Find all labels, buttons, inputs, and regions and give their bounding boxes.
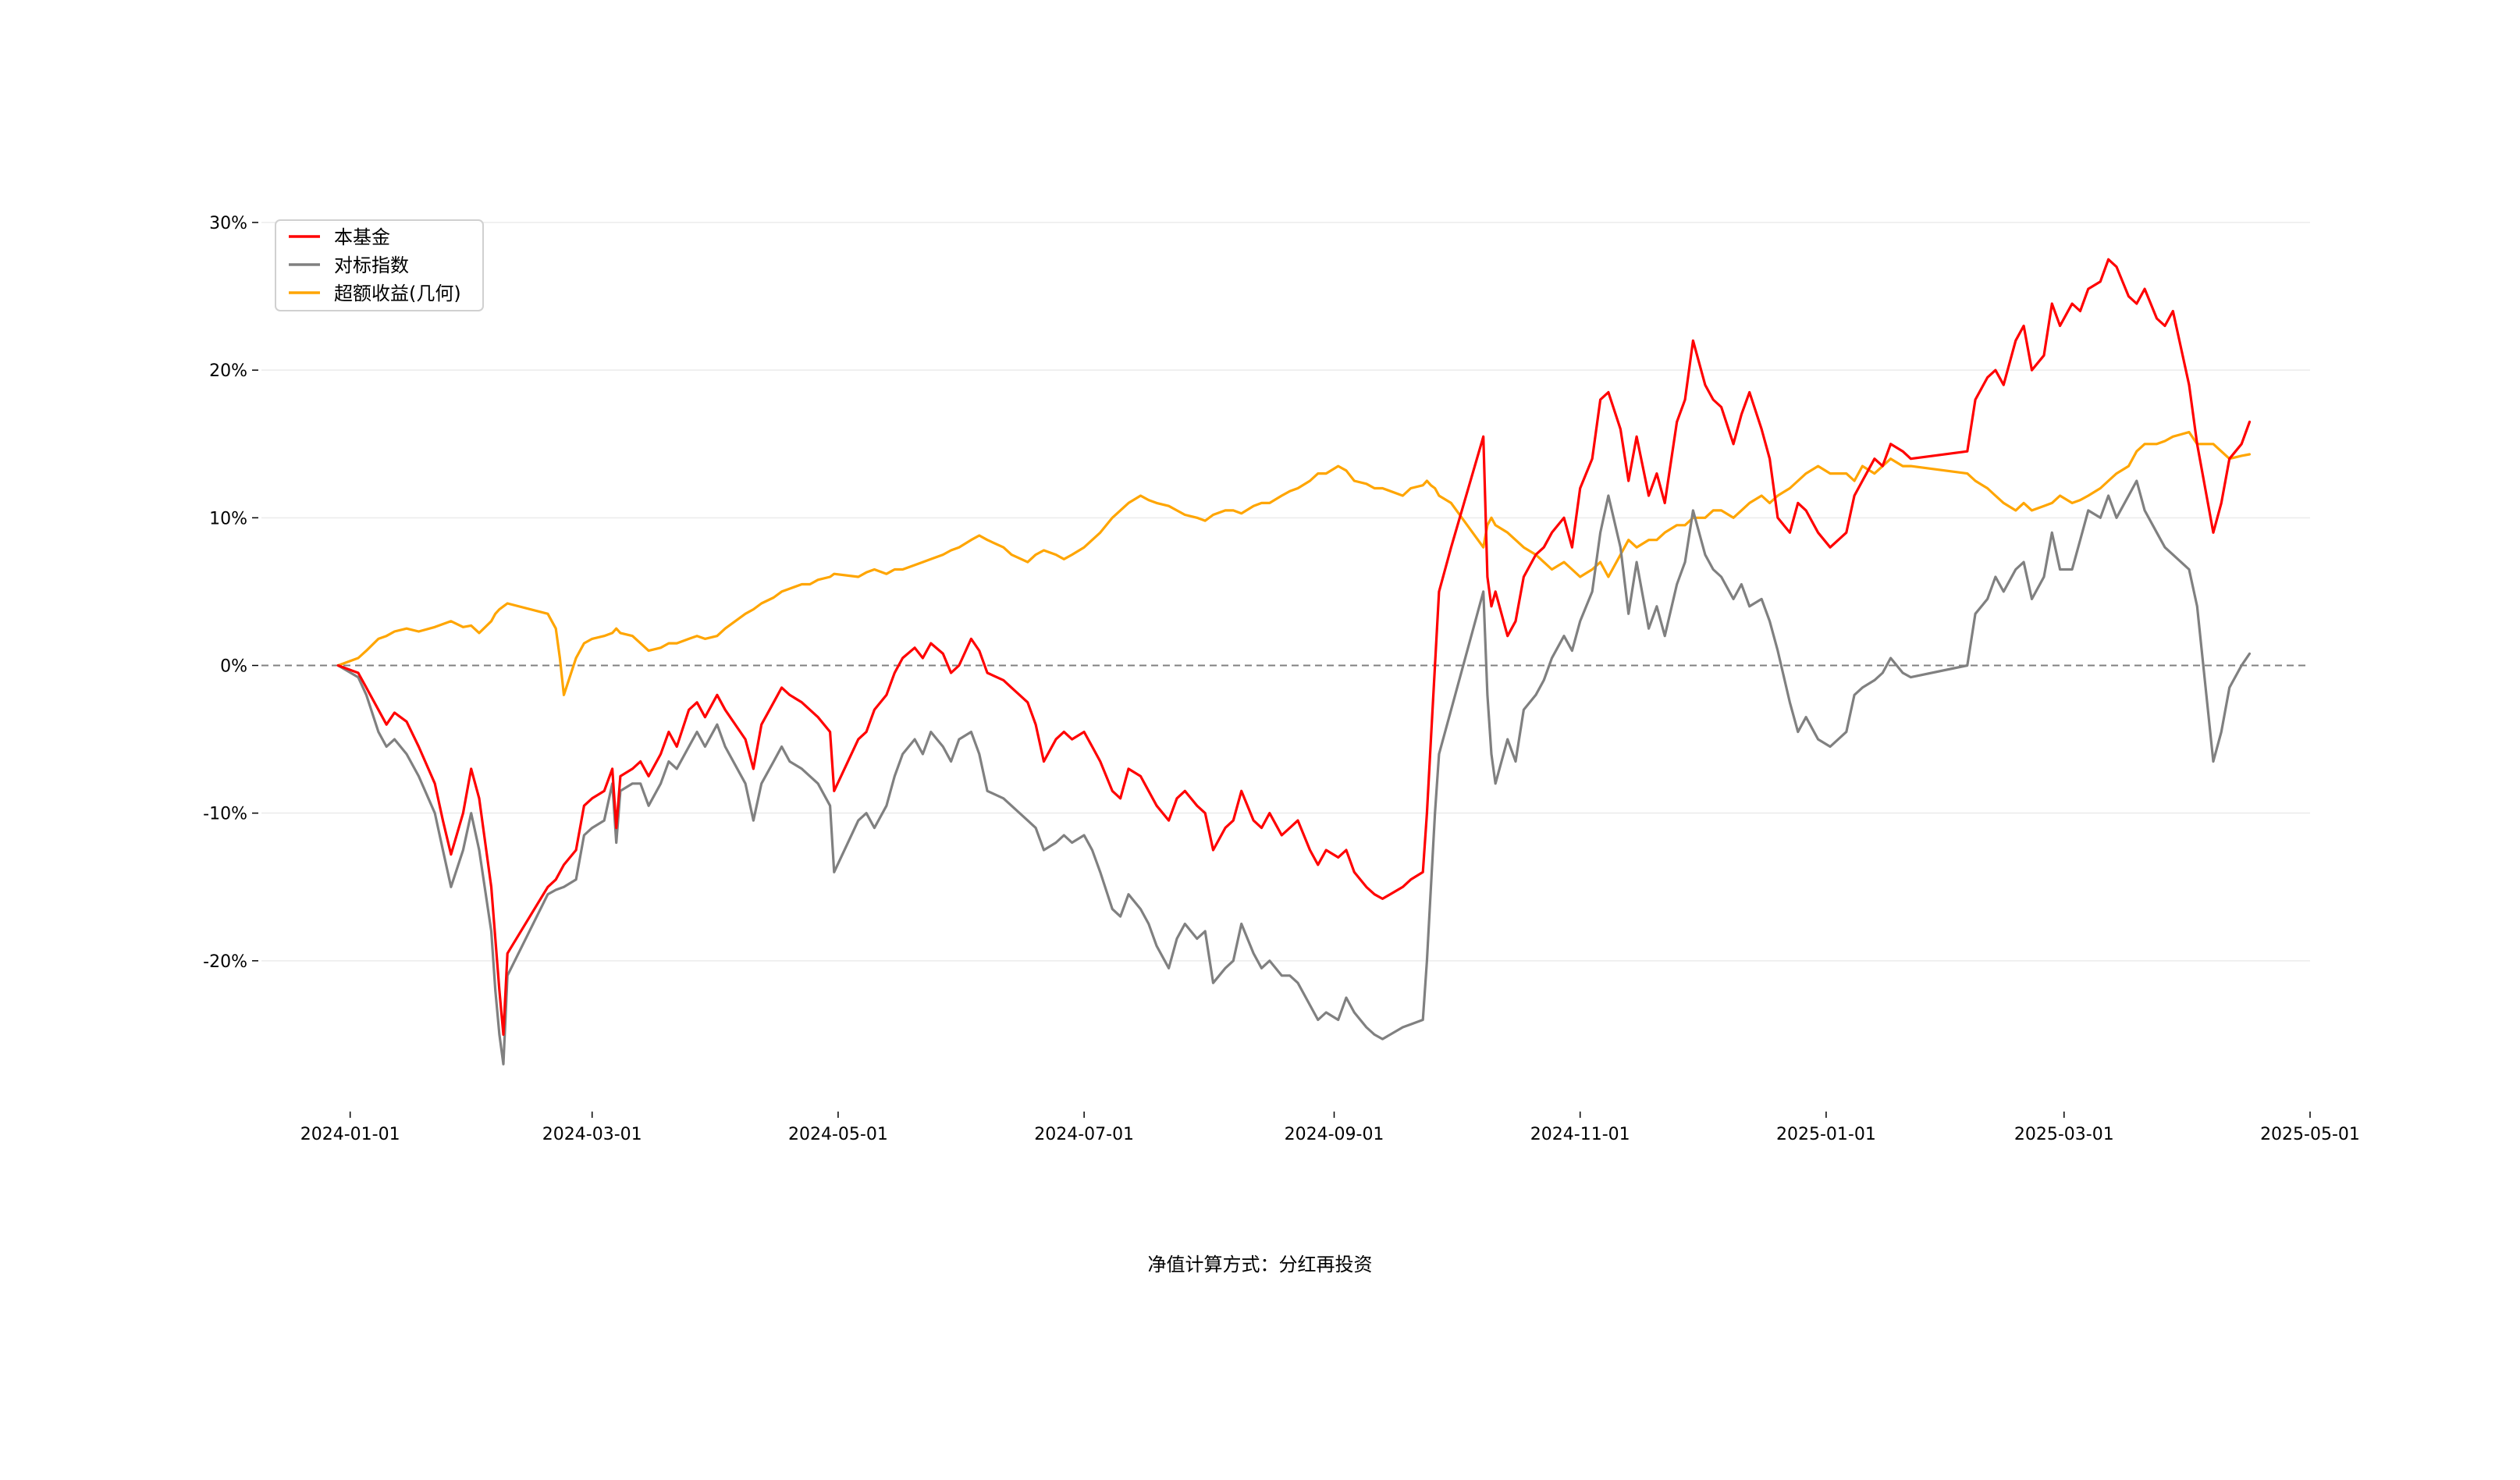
y-tick-label: 30%: [209, 214, 247, 233]
x-tick-label: 2025-05-01: [2260, 1125, 2360, 1144]
grid-lines: [261, 222, 2310, 962]
legend-label-fund: 本基金: [334, 226, 390, 248]
y-tick-label: -10%: [203, 805, 247, 824]
x-tick-label: 2025-01-01: [1776, 1125, 1876, 1144]
series-line-0: [336, 258, 2252, 1037]
y-tick-label: 20%: [209, 361, 247, 381]
x-tick-label: 2024-07-01: [1034, 1125, 1134, 1144]
x-tick-label: 2024-03-01: [542, 1125, 642, 1144]
x-axis-ticks: 2024-01-01 2024-03-01 2024-05-01 2024-07-01…: [300, 1112, 2360, 1144]
y-tick-label: 0%: [220, 657, 247, 677]
x-axis-label: 净值计算方式：分红再投资: [1147, 1254, 1373, 1275]
legend-box: [275, 219, 484, 311]
y-tick-label: 10%: [209, 509, 247, 528]
series-lines: [336, 258, 2252, 1066]
y-tick-label: -20%: [203, 952, 247, 972]
series-line-1: [336, 479, 2252, 1066]
legend-label-excess: 超额收益(几何): [334, 283, 461, 304]
series-line-2: [336, 430, 2252, 696]
legend-label-benchmark: 对标指数: [334, 254, 409, 276]
x-tick-label: 2024-01-01: [300, 1125, 400, 1144]
x-tick-label: 2024-11-01: [1530, 1125, 1630, 1144]
x-tick-label: 2025-03-01: [2014, 1125, 2114, 1144]
y-axis-ticks: -20% -10% 0% 10% 20% 30%: [203, 214, 258, 972]
x-tick-label: 2024-09-01: [1285, 1125, 1384, 1144]
x-tick-label: 2024-05-01: [788, 1125, 888, 1144]
legend: 本基金 对标指数 超额收益(几何): [275, 219, 484, 311]
